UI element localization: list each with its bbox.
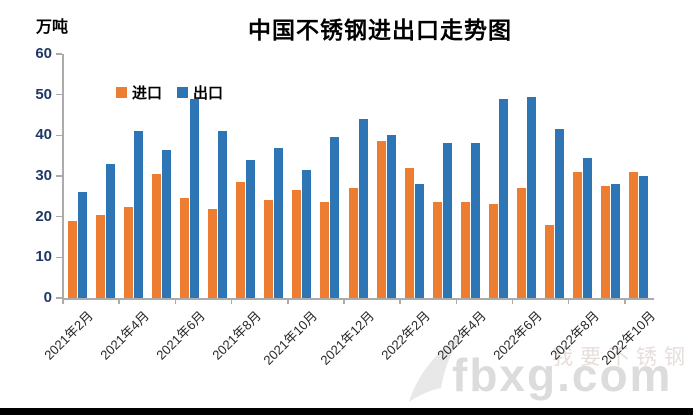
plot-area: 60 50 40 30 20 10 0 2021年2月 2021年4月 2021年6月 2021年8… bbox=[35, 45, 657, 368]
bar-import-2022年6月 bbox=[517, 188, 527, 298]
y-axis-tick-label: 50 bbox=[35, 85, 52, 103]
bar-export-2022年10月 bbox=[639, 176, 649, 298]
bar-import-2021年12月 bbox=[348, 188, 358, 298]
y-axis-tick bbox=[56, 134, 62, 137]
x-axis-label: 2021年4月 bbox=[97, 308, 152, 363]
bar-import-2022年8月 bbox=[573, 171, 583, 298]
bar-export-2022年4月 bbox=[470, 143, 480, 298]
x-axis-tick bbox=[511, 298, 514, 304]
x-axis-tick bbox=[118, 298, 120, 304]
bar-import-2021年11月 bbox=[320, 202, 330, 298]
bar-import-2021年7月 bbox=[208, 208, 218, 298]
bar-import-2021年4月 bbox=[123, 206, 133, 298]
x-axis-label: 2021年6月 bbox=[153, 308, 209, 363]
y-axis-tick-label: 40 bbox=[35, 126, 52, 144]
bar-import-2022年5月 bbox=[488, 204, 498, 298]
bar-export-2021年8月 bbox=[246, 159, 256, 298]
watermark-slogan: 我要不锈钢 bbox=[552, 346, 692, 369]
bar-import-2022年2月 bbox=[404, 167, 414, 298]
legend-item-export: 出口 bbox=[177, 82, 223, 103]
x-axis-tick bbox=[343, 298, 345, 304]
x-axis-tick bbox=[174, 298, 177, 304]
bar-import-2022年10月 bbox=[629, 171, 639, 298]
y-axis-tick-label: 60 bbox=[35, 45, 52, 62]
bar-export-2021年4月 bbox=[133, 131, 143, 298]
y-axis-tick bbox=[56, 93, 62, 96]
bar-export-2022年1月 bbox=[386, 135, 396, 298]
bar-import-2021年3月 bbox=[95, 214, 105, 298]
x-axis-line bbox=[62, 298, 654, 300]
bar-export-2021年6月 bbox=[189, 98, 199, 298]
bar-export-2022年9月 bbox=[611, 184, 621, 298]
bar-import-2021年8月 bbox=[236, 182, 246, 298]
legend-label-import: 进口 bbox=[132, 85, 163, 102]
bar-export-2021年9月 bbox=[274, 147, 284, 298]
bar-import-2022年1月 bbox=[376, 141, 386, 298]
bar-export-2021年11月 bbox=[330, 137, 340, 298]
export-color-swatch bbox=[177, 87, 189, 98]
bar-import-2022年7月 bbox=[545, 224, 555, 298]
x-axis-label: 2021年2月 bbox=[41, 308, 96, 363]
y-axis-line bbox=[62, 54, 64, 298]
legend: 进口 出口 bbox=[116, 82, 223, 103]
bar-export-2021年5月 bbox=[161, 149, 171, 298]
legend-item-import: 进口 bbox=[116, 82, 162, 103]
x-axis-tick bbox=[624, 298, 626, 304]
y-axis-tick-label: 20 bbox=[35, 207, 52, 225]
y-axis-tick bbox=[56, 297, 62, 299]
bar-export-2022年5月 bbox=[498, 98, 508, 298]
x-axis-tick bbox=[567, 298, 570, 304]
bar-export-2021年2月 bbox=[77, 192, 87, 298]
x-axis-tick bbox=[62, 298, 64, 304]
y-axis-tick bbox=[56, 53, 62, 55]
y-axis-tick bbox=[56, 175, 62, 177]
chart-title: 中国不锈钢进出口走势图 bbox=[248, 18, 512, 43]
bar-import-2021年10月 bbox=[292, 190, 302, 298]
bar-import-2021年9月 bbox=[264, 200, 274, 298]
y-axis-tick bbox=[56, 215, 62, 218]
bar-import-2022年4月 bbox=[460, 202, 470, 298]
x-axis-label: 2021年12月 bbox=[317, 308, 377, 368]
bar-export-2022年6月 bbox=[527, 96, 537, 298]
bar-export-2021年12月 bbox=[358, 119, 368, 298]
bar-import-2021年6月 bbox=[179, 198, 189, 298]
legend-label-export: 出口 bbox=[193, 85, 224, 102]
bar-import-2022年9月 bbox=[601, 186, 611, 298]
bar-export-2021年10月 bbox=[302, 169, 312, 298]
x-axis-tick bbox=[399, 298, 401, 304]
bottom-border-bar bbox=[0, 408, 693, 415]
y-axis-tick-label: 10 bbox=[35, 248, 52, 266]
import-color-swatch bbox=[116, 87, 127, 98]
y-axis-unit-label: 万吨 bbox=[36, 19, 69, 36]
bar-import-2021年2月 bbox=[67, 220, 77, 298]
bar-export-2022年7月 bbox=[555, 129, 565, 298]
y-axis-tick-label: 0 bbox=[43, 289, 52, 306]
x-axis-tick bbox=[230, 298, 233, 304]
bar-import-2021年5月 bbox=[151, 173, 161, 298]
x-axis-tick bbox=[287, 298, 289, 304]
x-axis-tick bbox=[455, 298, 458, 304]
bar-export-2022年8月 bbox=[583, 157, 593, 298]
x-axis-label: 2021年8月 bbox=[209, 308, 265, 363]
watermark-brand: fbxg.com bbox=[452, 349, 673, 401]
y-axis-tick bbox=[56, 256, 62, 259]
bar-export-2021年7月 bbox=[218, 131, 228, 298]
y-axis-tick-label: 30 bbox=[35, 167, 52, 184]
bar-import-2022年3月 bbox=[432, 202, 442, 298]
watermark-swoosh-icon bbox=[409, 330, 467, 402]
x-axis-label: 2021年10月 bbox=[260, 308, 321, 368]
bar-export-2022年2月 bbox=[414, 184, 424, 298]
bar-export-2022年3月 bbox=[442, 143, 452, 298]
bar-export-2021年3月 bbox=[105, 163, 115, 298]
